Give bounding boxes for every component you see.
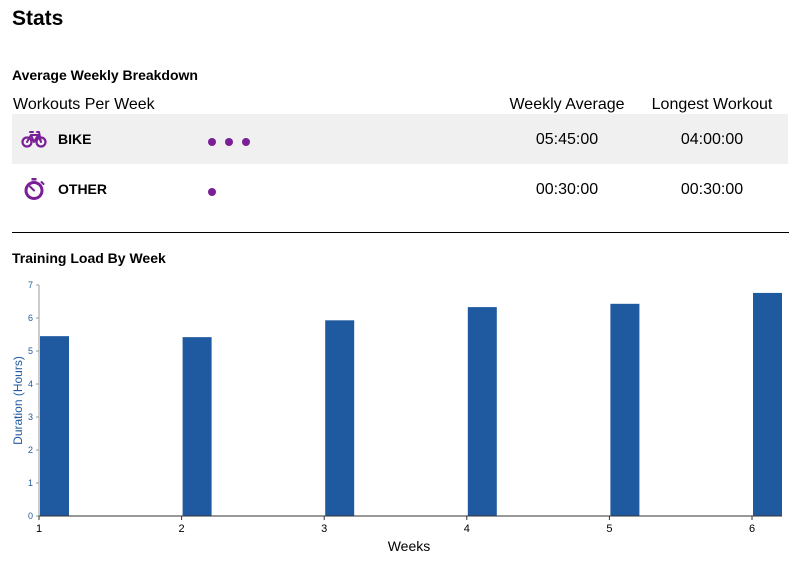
bicycle-icon xyxy=(21,131,47,148)
weekly-average-value: 00:30:00 xyxy=(535,181,599,198)
workout-dot xyxy=(208,138,216,146)
sport-name: OTHER xyxy=(58,181,107,197)
y-tick-label: 5 xyxy=(28,346,33,356)
sport-name: BIKE xyxy=(58,131,92,147)
longest-workout-value: 00:30:00 xyxy=(680,181,744,198)
y-tick-label: 2 xyxy=(28,445,33,455)
bar-week-4 xyxy=(467,307,497,516)
table-row-other: OTHER 00:30:00 00:30:00 xyxy=(12,164,788,214)
y-tick-label: 0 xyxy=(28,511,33,521)
breakdown-title: Average Weekly Breakdown xyxy=(12,67,198,83)
x-tick-label: 6 xyxy=(749,523,755,535)
bar-week-1 xyxy=(40,336,69,516)
workout-dot xyxy=(242,138,250,146)
x-axis-label: Weeks xyxy=(388,538,431,554)
workout-dot xyxy=(208,188,216,196)
page-title: Stats xyxy=(12,7,64,30)
x-tick-label: 5 xyxy=(606,523,612,535)
workout-dot xyxy=(225,138,233,146)
y-tick-label: 6 xyxy=(28,313,33,323)
y-tick-label: 3 xyxy=(28,412,33,422)
x-tick-label: 2 xyxy=(179,523,185,535)
weekly-average-value: 05:45:00 xyxy=(535,131,599,148)
header-longest-workout: Longest Workout xyxy=(651,96,773,113)
y-axis-label: Duration (Hours) xyxy=(11,356,25,445)
bar-week-2 xyxy=(182,337,212,516)
y-tick-label: 4 xyxy=(28,379,33,389)
longest-workout-value: 04:00:00 xyxy=(680,131,744,148)
x-tick-label: 3 xyxy=(321,523,327,535)
header-weekly-average: Weekly Average xyxy=(509,96,625,113)
header-workouts-per-week: Workouts Per Week xyxy=(13,96,155,113)
bar-week-6 xyxy=(753,292,782,516)
bar-week-3 xyxy=(325,320,355,516)
y-tick-label: 1 xyxy=(28,478,33,488)
chart-title: Training Load By Week xyxy=(12,250,166,266)
section-divider xyxy=(12,232,789,233)
x-tick-label: 1 xyxy=(36,523,42,535)
x-tick-label: 4 xyxy=(464,523,470,535)
y-tick-label: 7 xyxy=(28,280,33,290)
stopwatch-icon xyxy=(24,178,45,200)
table-row-bike: BIKE 05:45:00 04:00:00 xyxy=(12,114,788,164)
bar-week-5 xyxy=(610,303,640,516)
